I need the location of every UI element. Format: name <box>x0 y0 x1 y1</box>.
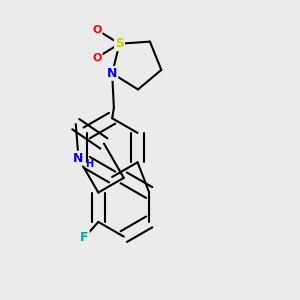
Text: F: F <box>80 231 89 244</box>
Text: O: O <box>92 52 102 63</box>
Text: N: N <box>107 67 117 80</box>
Text: O: O <box>92 25 102 35</box>
Text: N: N <box>73 152 84 165</box>
Text: H: H <box>85 159 94 170</box>
Text: S: S <box>115 37 124 50</box>
